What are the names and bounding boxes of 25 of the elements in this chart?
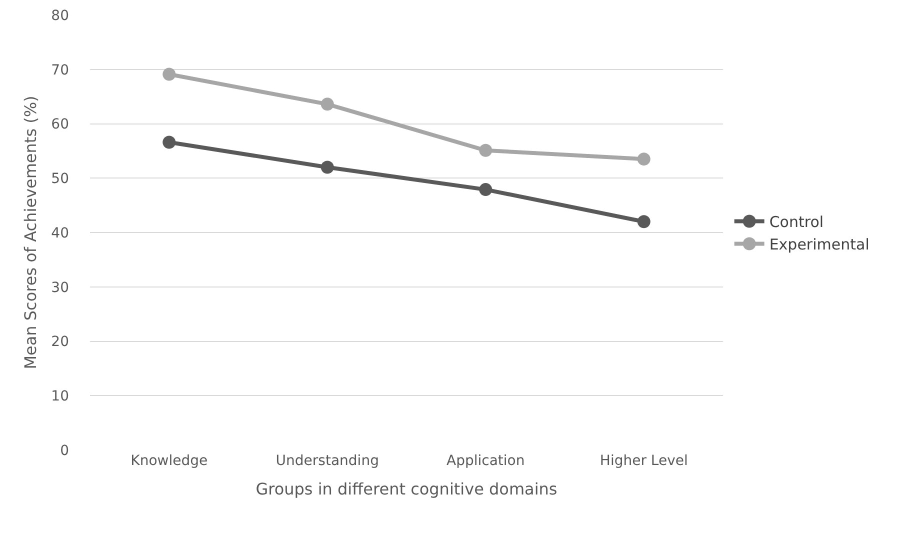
y-tick-label: 30 bbox=[51, 280, 69, 296]
point bbox=[479, 183, 492, 196]
legend-label: Experimental bbox=[769, 236, 870, 254]
point bbox=[479, 144, 492, 157]
legend-label: Control bbox=[769, 213, 824, 232]
y-tick-label: 60 bbox=[51, 116, 69, 133]
point bbox=[162, 136, 176, 149]
y-tick-label: 0 bbox=[60, 442, 69, 459]
y-tick-label: 50 bbox=[51, 171, 69, 188]
y-axis-title: Mean Scores of Achievements (%) bbox=[21, 96, 40, 370]
y-tick-label: 40 bbox=[51, 225, 69, 242]
x-tick-label: Application bbox=[446, 453, 525, 469]
point bbox=[637, 152, 650, 166]
point bbox=[320, 98, 334, 111]
y-tick-label: 70 bbox=[51, 62, 69, 78]
y-tick-label: 80 bbox=[51, 8, 69, 24]
x-tick-label: Higher Level bbox=[600, 453, 688, 469]
y-tick-label: 10 bbox=[51, 388, 69, 405]
point bbox=[162, 68, 176, 81]
x-axis-title: Groups in different cognitive domains bbox=[256, 480, 558, 499]
point bbox=[320, 160, 334, 174]
x-tick-label: Understanding bbox=[276, 453, 379, 469]
x-tick-label: Knowledge bbox=[130, 453, 208, 469]
point bbox=[637, 215, 650, 228]
y-tick-label: 20 bbox=[51, 334, 69, 350]
